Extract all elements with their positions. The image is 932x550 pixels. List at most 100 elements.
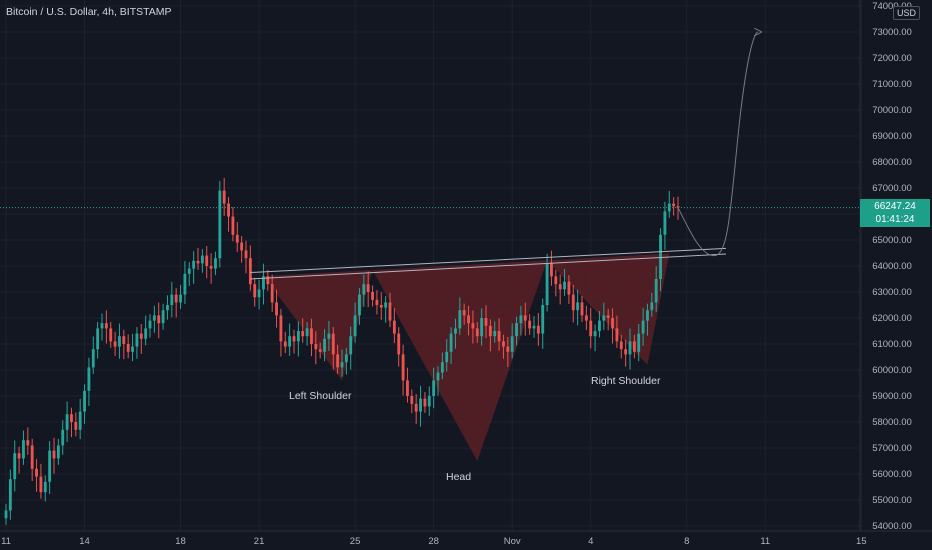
candle-body: [227, 203, 230, 217]
candle-body: [209, 266, 213, 269]
candle-body: [135, 333, 139, 347]
candle-body: [440, 362, 444, 373]
candle-body: [502, 341, 505, 347]
candle-body: [672, 203, 676, 207]
candle-body: [388, 302, 392, 321]
candle-body: [327, 333, 331, 339]
time-tick-label: 14: [79, 536, 90, 547]
candle-body: [423, 398, 427, 407]
candle-body: [624, 349, 628, 355]
head-label: Head: [446, 471, 471, 483]
candle-body: [641, 320, 645, 334]
candle-body: [279, 315, 283, 342]
candle-body: [331, 333, 335, 355]
candle-body: [358, 294, 361, 316]
candle-body: [17, 453, 21, 459]
candle-body: [100, 323, 104, 329]
candle-body: [558, 284, 562, 290]
candle-body: [200, 255, 204, 264]
candle-body: [205, 255, 209, 266]
time-tick-label: 8: [684, 536, 689, 547]
candle-body: [4, 510, 8, 519]
candle-body: [510, 336, 514, 352]
price-tick-label: 71000.00: [872, 79, 912, 90]
candle-body: [519, 315, 523, 324]
time-tick-label: 15: [856, 536, 867, 547]
price-tick-label: 57000.00: [872, 443, 912, 454]
currency-label[interactable]: USD: [892, 6, 920, 20]
candle-body: [606, 315, 610, 318]
candle-body: [262, 276, 265, 290]
candle-body: [39, 476, 43, 493]
candle-body: [650, 302, 654, 311]
candle-body: [70, 414, 73, 422]
chart-overlays: [0, 32, 860, 280]
price-tick-label: 70000.00: [872, 105, 912, 116]
time-axis[interactable]: 111418212528Nov48111518: [0, 530, 932, 547]
candle-body: [248, 258, 252, 285]
candle-body: [74, 422, 78, 430]
candle-body: [589, 320, 593, 337]
candle-body: [83, 390, 86, 412]
candle-body: [161, 310, 165, 324]
time-tick-label: 28: [428, 536, 439, 547]
left-shoulder-label: Left Shoulder: [289, 390, 352, 402]
price-tick-label: 68000.00: [872, 157, 912, 168]
candle-body: [240, 242, 244, 251]
neckline-lower[interactable]: [250, 253, 727, 280]
candle-body: [196, 260, 200, 264]
candle-body: [301, 331, 305, 337]
candle-body: [8, 479, 12, 511]
candle-body: [218, 190, 222, 259]
candle-body: [475, 328, 479, 337]
candle-body: [235, 234, 239, 243]
candle-body: [166, 305, 169, 311]
candle-body: [253, 284, 257, 298]
candle-body: [179, 294, 182, 303]
price-tick-label: 65000.00: [872, 235, 912, 246]
head-and-shoulders-pattern: [263, 253, 670, 461]
candle-body: [61, 429, 65, 446]
candle-body: [244, 250, 248, 259]
candle-body: [567, 281, 571, 295]
candle-body: [13, 453, 17, 480]
candle-body: [615, 328, 619, 342]
candle-body: [397, 333, 401, 355]
candle-body: [458, 310, 462, 329]
candle-body: [449, 333, 453, 352]
candle-body: [109, 328, 113, 342]
candle-body: [174, 294, 178, 303]
candle-body: [379, 305, 383, 308]
candle-body: [571, 294, 575, 311]
price-axis[interactable]: 54000.00 55000.00 56000.00 57000.00 58000.00…: [859, 0, 912, 532]
price-tick-label: 61000.00: [872, 339, 912, 350]
price-tick-label: 74000.00: [872, 1, 912, 12]
price-tick-label: 55000.00: [872, 495, 912, 506]
chart-title: Bitcoin / U.S. Dollar, 4h, BITSTAMP: [6, 6, 172, 18]
time-tick-label: 21: [254, 536, 265, 547]
candle-body: [432, 380, 436, 396]
candle-body: [288, 336, 292, 347]
candle-body: [419, 398, 422, 412]
candle-body: [528, 320, 532, 329]
neckline-upper[interactable]: [250, 247, 727, 273]
candle-body: [632, 341, 636, 352]
candle-body: [126, 344, 130, 352]
candle-body: [414, 403, 418, 412]
candle-body: [550, 263, 553, 277]
candle-body: [104, 323, 108, 329]
price-tick-label: 69000.00: [872, 131, 912, 142]
candle-body: [401, 354, 405, 381]
projection-arrow[interactable]: [677, 32, 758, 257]
candle-body: [222, 190, 226, 204]
candle-body: [659, 234, 662, 279]
candle-body: [52, 450, 56, 459]
price-tick-label: 73000.00: [872, 27, 912, 38]
candle-body: [467, 315, 470, 324]
candle-body: [515, 323, 518, 337]
candle-body: [488, 325, 492, 337]
candle-body: [484, 318, 488, 326]
candle-body: [611, 318, 614, 329]
candle-body: [139, 333, 143, 339]
